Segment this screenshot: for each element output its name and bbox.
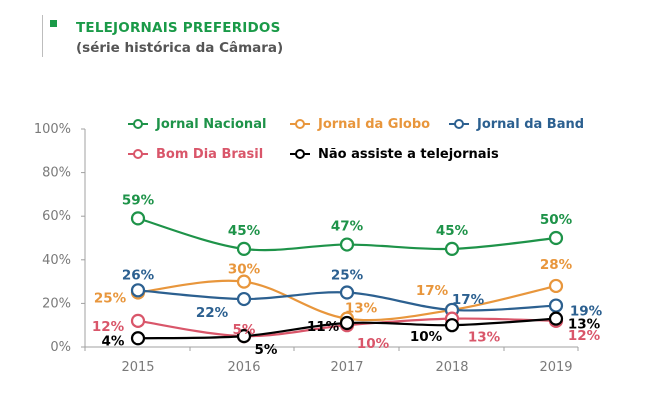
data-label: 4%	[102, 333, 125, 349]
chart-title: TELEJORNAIS PREFERIDOS	[76, 20, 281, 36]
data-point	[444, 318, 460, 333]
legend-item: Jornal Nacional	[128, 117, 266, 132]
x-tick-label: 2017	[330, 360, 363, 375]
legend-label: Jornal Nacional	[155, 117, 266, 132]
legend-label: Bom Dia Brasil	[156, 147, 263, 162]
series-n-o-assiste-a-telejornais	[130, 311, 564, 346]
data-point	[236, 274, 252, 289]
data-label: 5%	[233, 322, 256, 338]
data-label: 25%	[331, 268, 364, 284]
data-point	[236, 291, 252, 307]
data-point	[130, 313, 146, 328]
legend-label: Jornal da Band	[476, 117, 584, 132]
data-label: 12%	[92, 319, 125, 335]
data-label: 45%	[228, 223, 261, 239]
legend: Jornal Nacional Jornal da Globo Jornal da …	[128, 117, 584, 162]
data-label: 26%	[122, 267, 155, 283]
y-tick-label: 0%	[50, 340, 71, 355]
legend-marker-icon	[454, 119, 464, 129]
data-label: 28%	[540, 257, 573, 273]
data-label: 10%	[410, 329, 443, 345]
y-tick-label: 40%	[42, 253, 71, 268]
chart-subtitle: (série histórica da Câmara)	[76, 40, 284, 56]
data-point	[339, 315, 355, 331]
data-label: 59%	[122, 192, 155, 208]
data-label: 50%	[540, 212, 573, 228]
data-label: 10%	[357, 336, 390, 352]
legend-marker-icon	[295, 119, 305, 129]
x-tick-label: 2019	[539, 360, 572, 375]
data-label: 11%	[307, 319, 340, 335]
data-label: 19%	[570, 304, 603, 320]
legend-item: Não assiste a telejornais	[290, 147, 499, 162]
legend-item: Jornal da Band	[449, 117, 584, 132]
data-label: 13%	[468, 330, 501, 346]
x-tick-label: 2015	[121, 360, 154, 375]
data-label: 13%	[568, 317, 601, 333]
data-point	[130, 211, 146, 226]
data-point	[548, 311, 564, 326]
y-tick-label: 60%	[42, 209, 71, 224]
data-point	[130, 331, 146, 346]
data-label: 22%	[196, 305, 229, 321]
data-label: 30%	[228, 262, 261, 278]
data-label: 13%	[345, 301, 378, 317]
legend-marker-icon	[133, 119, 143, 129]
data-point	[130, 283, 146, 298]
y-tick-label: 100%	[34, 122, 71, 137]
data-point	[236, 241, 252, 256]
axes: 0% 20% 40% 60% 80% 100% 2015 2016 2017 2018 2019	[34, 122, 579, 375]
legend-marker-icon	[133, 149, 143, 159]
data-label: 47%	[331, 219, 364, 235]
data-label: 12%	[568, 328, 601, 344]
data-label: 25%	[94, 291, 127, 307]
legend-label: Não assiste a telejornais	[318, 147, 499, 162]
series-lines	[130, 211, 564, 346]
data-point	[339, 285, 355, 300]
data-label: 45%	[436, 223, 469, 239]
title-divider	[42, 15, 43, 57]
data-label: 17%	[416, 283, 449, 299]
title-marker-icon	[50, 20, 57, 27]
data-point	[444, 241, 460, 256]
data-labels: 59% 45% 47% 45% 50% 25% 30% 13% 17% 28% 26% 22% 25% 1…	[92, 192, 603, 358]
x-tick-label: 2018	[435, 360, 468, 375]
x-tick-label: 2016	[227, 360, 260, 375]
data-point	[236, 329, 252, 344]
y-tick-label: 80%	[42, 166, 71, 181]
y-tick-label: 20%	[42, 296, 71, 311]
series-jornal-nacional	[130, 211, 564, 256]
legend-item: Bom Dia Brasil	[128, 147, 263, 162]
legend-marker-icon	[295, 149, 305, 159]
data-point	[548, 230, 564, 246]
data-label: 17%	[452, 292, 485, 308]
data-point	[339, 237, 355, 252]
legend-item: Jornal da Globo	[290, 117, 430, 132]
data-point	[548, 278, 564, 294]
legend-label: Jornal da Globo	[317, 117, 430, 132]
data-label: 5%	[255, 342, 278, 358]
data-point	[548, 298, 564, 313]
